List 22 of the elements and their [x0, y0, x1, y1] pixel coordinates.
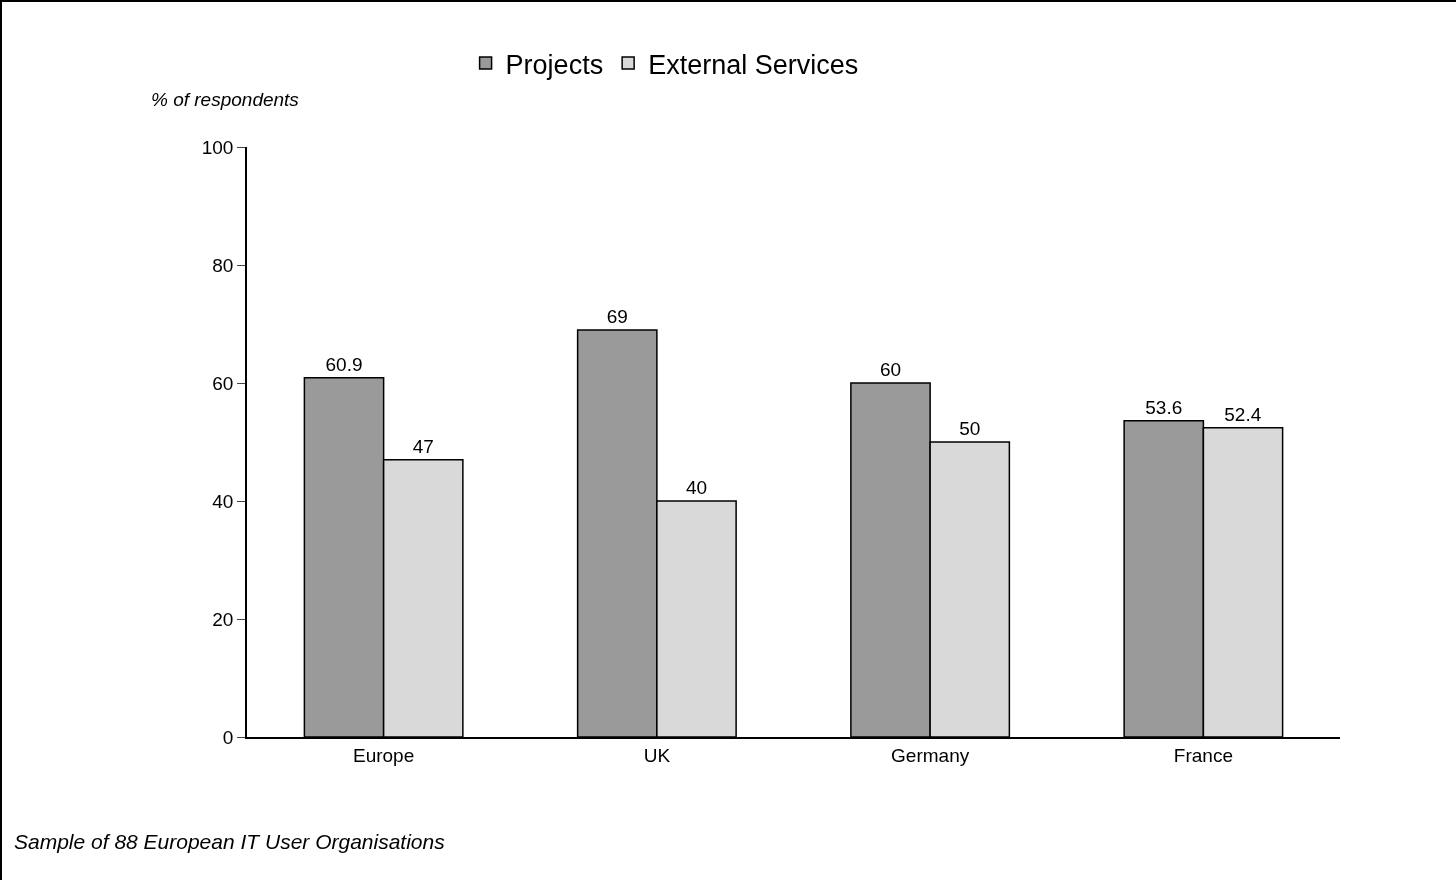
y-tick-label: 100 [201, 136, 234, 158]
y-tick-label: 20 [212, 608, 234, 630]
data-label: 40 [685, 477, 708, 498]
y-tick-label: 60 [212, 372, 234, 394]
data-label: 47 [412, 435, 434, 457]
data-label: 60 [879, 359, 902, 380]
legend-label: Projects [505, 49, 604, 80]
data-label: 52.4 [1224, 403, 1262, 425]
x-tick-label: Europe [352, 744, 415, 766]
legend-label: External Services [648, 49, 859, 80]
data-label: 50 [959, 418, 981, 439]
y-tick-label: 0 [222, 726, 234, 748]
y-tick-label: 40 [212, 490, 234, 512]
y-axis-title: % of respondents [151, 89, 300, 110]
text: Sample of 88 European IT User Organisations [14, 830, 446, 853]
x-tick-label: Germany [891, 744, 970, 766]
data-label: 69 [606, 305, 628, 327]
y-tick-label: 80 [212, 254, 234, 276]
data-label: 60.9 [325, 353, 363, 375]
x-tick-label: UK [643, 744, 671, 766]
x-tick-label: France [1173, 744, 1233, 766]
data-label: 53.6 [1145, 396, 1183, 418]
